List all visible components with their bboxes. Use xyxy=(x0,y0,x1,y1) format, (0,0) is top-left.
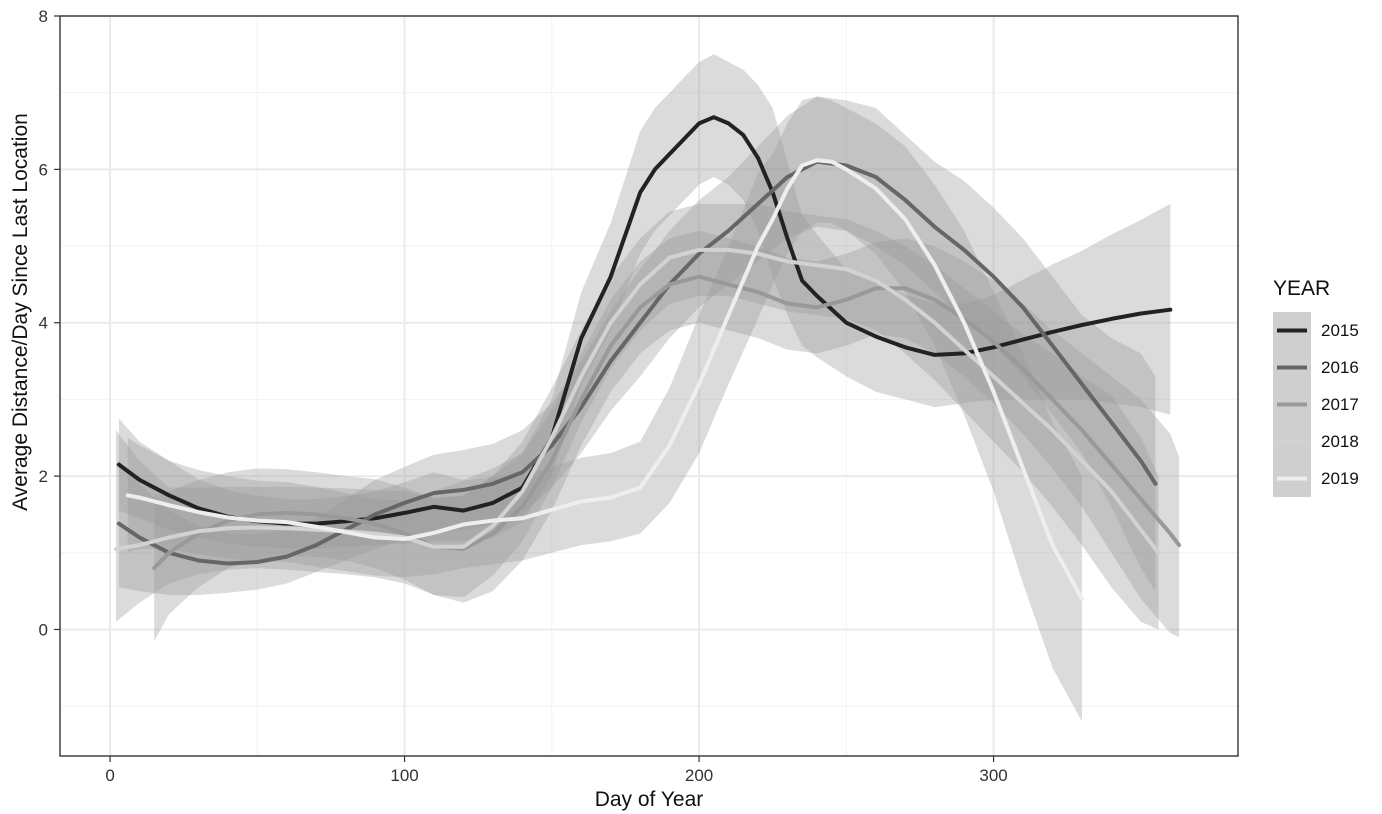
x-tick-label: 200 xyxy=(685,766,713,785)
x-tick-label: 0 xyxy=(105,766,114,785)
legend-label-2019: 2019 xyxy=(1321,469,1359,488)
y-tick-label: 4 xyxy=(39,314,48,333)
y-tick-label: 6 xyxy=(39,160,48,179)
legend-label-2018: 2018 xyxy=(1321,432,1359,451)
legend-title: YEAR xyxy=(1273,277,1330,300)
confidence-band-2015 xyxy=(118,54,1171,549)
series-line-2019 xyxy=(125,158,1084,601)
y-tick-label: 2 xyxy=(39,467,48,486)
y-axis-title: Average Distance/Day Since Last Location xyxy=(9,113,32,511)
plot-border xyxy=(59,15,1239,757)
legend-label-2015: 2015 xyxy=(1321,321,1359,340)
plot-area xyxy=(59,15,1239,757)
series-line-2015 xyxy=(116,115,1173,526)
legend: YEAR 2015 2016 2017 2018 2019 xyxy=(1273,277,1359,497)
x-axis-title: Day of Year xyxy=(595,788,704,811)
confidence-band-2019 xyxy=(127,96,1082,722)
legend-label-2017: 2017 xyxy=(1321,395,1359,414)
y-tick-label: 8 xyxy=(39,7,48,26)
y-tick-label: 0 xyxy=(39,620,48,639)
x-tick-label: 300 xyxy=(979,766,1007,785)
y-axis: 0 2 4 6 8 xyxy=(39,7,60,639)
grid-minor xyxy=(60,16,1238,756)
x-axis: 0 100 200 300 xyxy=(105,756,1008,785)
legend-items: 2015 2016 2017 2018 2019 xyxy=(1273,312,1359,497)
x-tick-label: 100 xyxy=(390,766,418,785)
series-lines xyxy=(114,115,1182,601)
confidence-band-2016 xyxy=(118,96,1156,595)
series-line-2018 xyxy=(114,247,1161,555)
legend-label-2016: 2016 xyxy=(1321,358,1359,377)
series-line-2017 xyxy=(152,274,1182,571)
series-line-2016 xyxy=(116,159,1158,566)
